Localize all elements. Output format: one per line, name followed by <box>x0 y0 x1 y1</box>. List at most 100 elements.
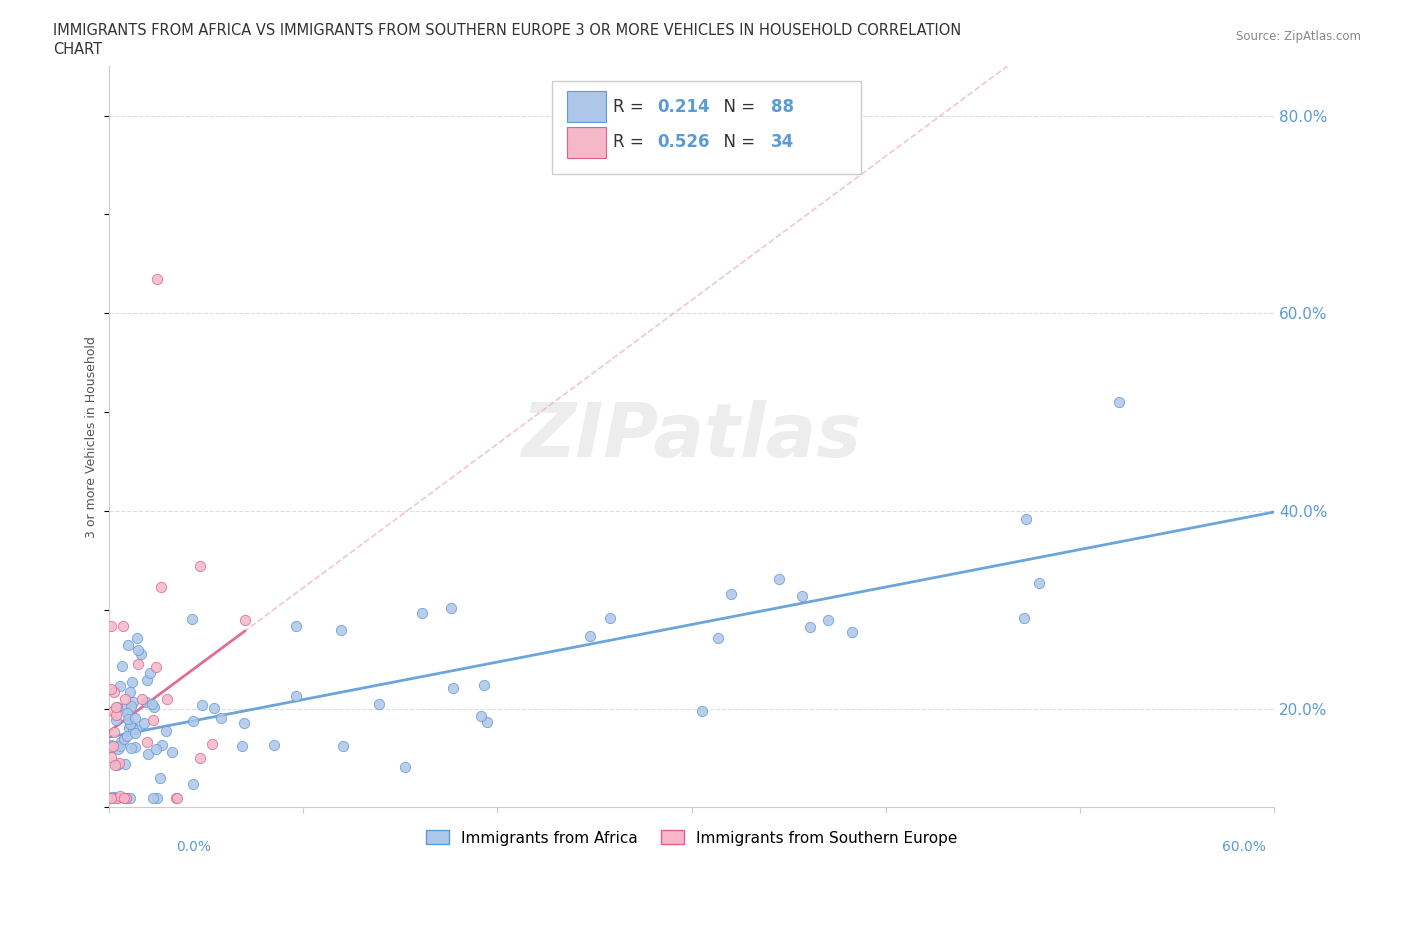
Point <box>332 738 354 753</box>
Point <box>114 790 136 805</box>
Point <box>108 679 131 694</box>
Point <box>117 706 139 721</box>
Point <box>125 631 148 645</box>
Point <box>1015 512 1038 526</box>
Point <box>231 738 253 753</box>
Point <box>191 698 214 712</box>
Point <box>115 790 138 805</box>
Point <box>100 682 122 697</box>
Point <box>105 699 128 714</box>
Point <box>127 656 149 671</box>
Point <box>141 697 163 711</box>
Point <box>150 579 173 594</box>
Point <box>162 744 184 759</box>
Point <box>117 638 139 653</box>
Text: 0.214: 0.214 <box>658 98 710 116</box>
FancyBboxPatch shape <box>567 91 606 123</box>
Point <box>100 790 122 805</box>
Point <box>1108 394 1130 409</box>
Point <box>100 737 122 752</box>
Point <box>411 605 433 620</box>
Point <box>136 672 159 687</box>
Point <box>155 724 177 738</box>
Point <box>181 713 204 728</box>
Point <box>100 790 122 805</box>
Point <box>139 666 162 681</box>
Point <box>114 757 136 772</box>
Text: IMMIGRANTS FROM AFRICA VS IMMIGRANTS FROM SOUTHERN EUROPE 3 OR MORE VEHICLES IN : IMMIGRANTS FROM AFRICA VS IMMIGRANTS FRO… <box>53 23 962 38</box>
Point <box>120 790 142 805</box>
Point <box>124 739 146 754</box>
Point <box>122 722 145 737</box>
Point <box>181 777 204 791</box>
Point <box>799 619 821 634</box>
Point <box>103 703 125 718</box>
Text: 88: 88 <box>770 98 794 116</box>
Point <box>104 712 127 727</box>
Point <box>104 699 127 714</box>
Point <box>122 695 145 710</box>
Point <box>105 708 128 723</box>
Point <box>112 618 135 633</box>
Point <box>156 691 179 706</box>
Point <box>720 587 742 602</box>
Point <box>472 678 495 693</box>
Point <box>790 589 813 604</box>
Point <box>117 712 139 727</box>
Point <box>112 731 135 746</box>
Point <box>165 790 187 805</box>
Legend: Immigrants from Africa, Immigrants from Southern Europe: Immigrants from Africa, Immigrants from … <box>420 824 963 852</box>
Text: N =: N = <box>713 98 759 116</box>
Point <box>124 711 146 725</box>
Point <box>841 625 863 640</box>
Point <box>142 790 165 805</box>
Point <box>118 717 141 732</box>
Point <box>103 684 125 699</box>
Point <box>166 790 188 805</box>
Point <box>599 611 621 626</box>
Point <box>114 691 136 706</box>
Text: 0.0%: 0.0% <box>176 840 211 854</box>
Point <box>135 694 157 709</box>
Point <box>114 700 136 715</box>
Point <box>180 612 202 627</box>
Point <box>367 697 389 711</box>
Point <box>112 790 135 805</box>
Point <box>441 680 464 695</box>
Point <box>127 643 149 658</box>
Point <box>104 757 127 772</box>
Text: 0.526: 0.526 <box>658 134 710 152</box>
Point <box>124 725 146 740</box>
FancyBboxPatch shape <box>567 126 606 158</box>
Point <box>120 698 142 713</box>
Point <box>107 741 129 756</box>
Point <box>138 747 160 762</box>
Point <box>101 738 124 753</box>
Point <box>284 618 307 633</box>
Point <box>108 738 131 753</box>
Point <box>1028 576 1050 591</box>
Text: CHART: CHART <box>53 42 103 57</box>
Point <box>579 629 602 644</box>
Point <box>201 737 224 751</box>
Point <box>817 612 839 627</box>
Point <box>145 741 167 756</box>
Text: ZIPatlas: ZIPatlas <box>522 400 862 473</box>
Point <box>1012 610 1035 625</box>
Point <box>233 715 256 730</box>
Point <box>118 721 141 736</box>
Point <box>108 756 131 771</box>
Point <box>707 631 730 645</box>
Point <box>202 701 225 716</box>
Text: 34: 34 <box>770 134 794 152</box>
Point <box>142 712 165 727</box>
Point <box>209 711 232 726</box>
Point <box>129 647 152 662</box>
Point <box>105 758 128 773</box>
Point <box>233 612 256 627</box>
Text: 60.0%: 60.0% <box>1222 840 1265 854</box>
Point <box>125 721 148 736</box>
Y-axis label: 3 or more Vehicles in Household: 3 or more Vehicles in Household <box>86 336 98 538</box>
Point <box>131 692 153 707</box>
Point <box>146 790 169 805</box>
